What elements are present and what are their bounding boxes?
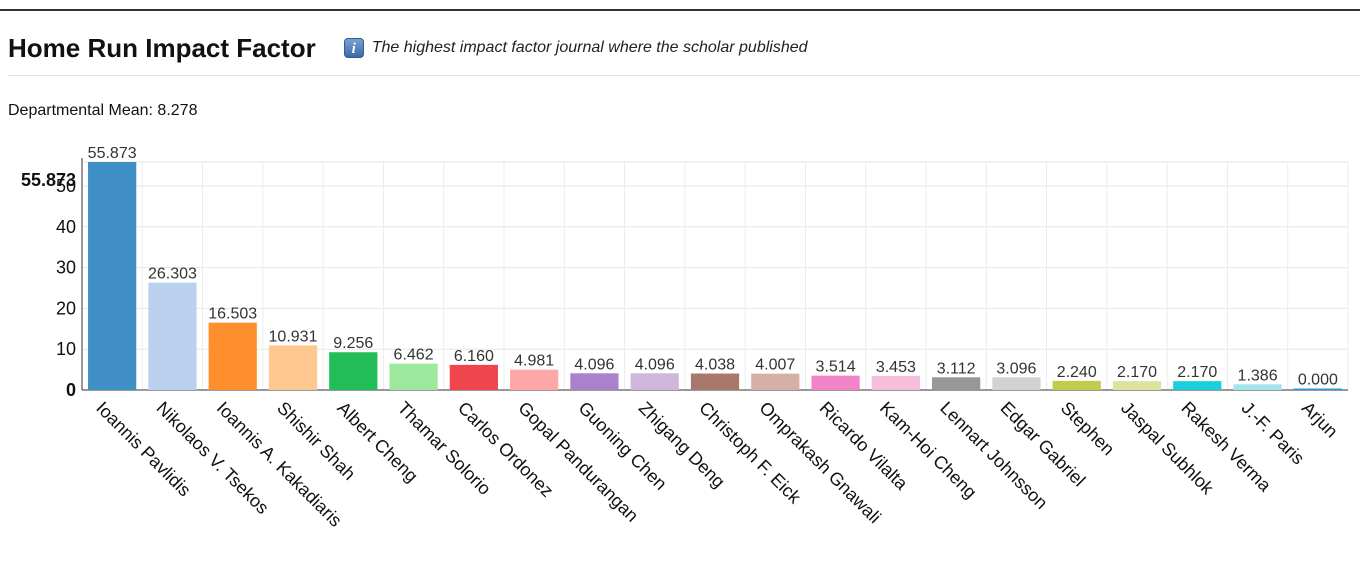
bar-2 [208, 322, 257, 390]
bar-12 [811, 375, 860, 390]
bar-11 [751, 373, 800, 390]
value-label-0: 55.873 [88, 145, 137, 162]
bar-6 [449, 364, 498, 390]
bar-3 [268, 345, 318, 390]
value-label-14: 3.112 [937, 360, 976, 377]
value-label-5: 6.462 [394, 347, 434, 364]
value-label-16: 2.240 [1057, 364, 1097, 381]
bar-19 [1233, 384, 1282, 390]
value-label-11: 4.007 [755, 357, 795, 374]
y-max-label: 55.873 [21, 170, 76, 190]
bar-18 [1173, 381, 1222, 390]
value-label-7: 4.981 [514, 353, 554, 370]
value-label-6: 6.160 [454, 348, 494, 365]
category-label-14: Lennart Johnsson [936, 398, 1051, 513]
bar-17 [1112, 381, 1162, 390]
section-header: Home Run Impact Factor i The highest imp… [8, 28, 808, 68]
bar-8 [570, 373, 619, 390]
value-label-3: 10.931 [269, 328, 318, 345]
bar-15 [992, 377, 1041, 390]
bar-0 [88, 162, 137, 390]
value-label-1: 26.303 [148, 266, 197, 283]
value-label-20: 0.000 [1298, 372, 1338, 389]
header-divider [8, 75, 1360, 76]
y-tick-label-5: 50 [56, 176, 76, 196]
departmental-mean-value: 8.278 [157, 102, 198, 119]
top-rule [0, 9, 1360, 11]
bar-7 [510, 369, 559, 390]
category-label-10: Christoph F. Eick [695, 398, 805, 508]
bar-20 [1293, 388, 1342, 390]
category-label-20: Arjun [1298, 398, 1342, 442]
info-icon[interactable]: i [343, 38, 364, 58]
y-tick-label-3: 30 [56, 258, 76, 278]
departmental-mean: Departmental Mean: 8.278 [8, 102, 197, 120]
bar-1 [148, 282, 197, 390]
y-tick-label-1: 10 [56, 339, 76, 359]
bar-16 [1052, 380, 1101, 390]
category-label-16: Stephen [1057, 398, 1119, 460]
value-label-4: 9.256 [333, 335, 373, 352]
bar-14 [932, 377, 981, 390]
subtitle: The highest impact factor journal where … [371, 39, 808, 56]
bar-5 [389, 363, 438, 390]
value-label-8: 4.096 [574, 356, 614, 373]
value-label-10: 4.038 [695, 357, 735, 374]
page-title: Home Run Impact Factor [8, 32, 316, 63]
bar-13 [871, 375, 920, 390]
value-label-17: 2.170 [1117, 364, 1157, 381]
value-label-15: 3.096 [996, 360, 1036, 377]
bar-4 [329, 352, 378, 390]
y-tick-label-0: 0 [66, 380, 76, 400]
departmental-mean-label: Departmental Mean: [8, 102, 153, 119]
y-tick-label-2: 20 [56, 298, 76, 318]
bar-9 [630, 373, 679, 390]
bar-10 [690, 373, 740, 390]
value-label-2: 16.503 [208, 306, 257, 323]
value-label-19: 1.386 [1238, 367, 1278, 384]
category-label-1: Nikolaos V. Tsekos [153, 398, 273, 518]
value-label-18: 2.170 [1177, 364, 1217, 381]
value-label-12: 3.514 [816, 359, 856, 376]
value-label-13: 3.453 [876, 359, 916, 376]
value-label-9: 4.096 [635, 356, 675, 373]
y-tick-label-4: 40 [56, 217, 76, 237]
